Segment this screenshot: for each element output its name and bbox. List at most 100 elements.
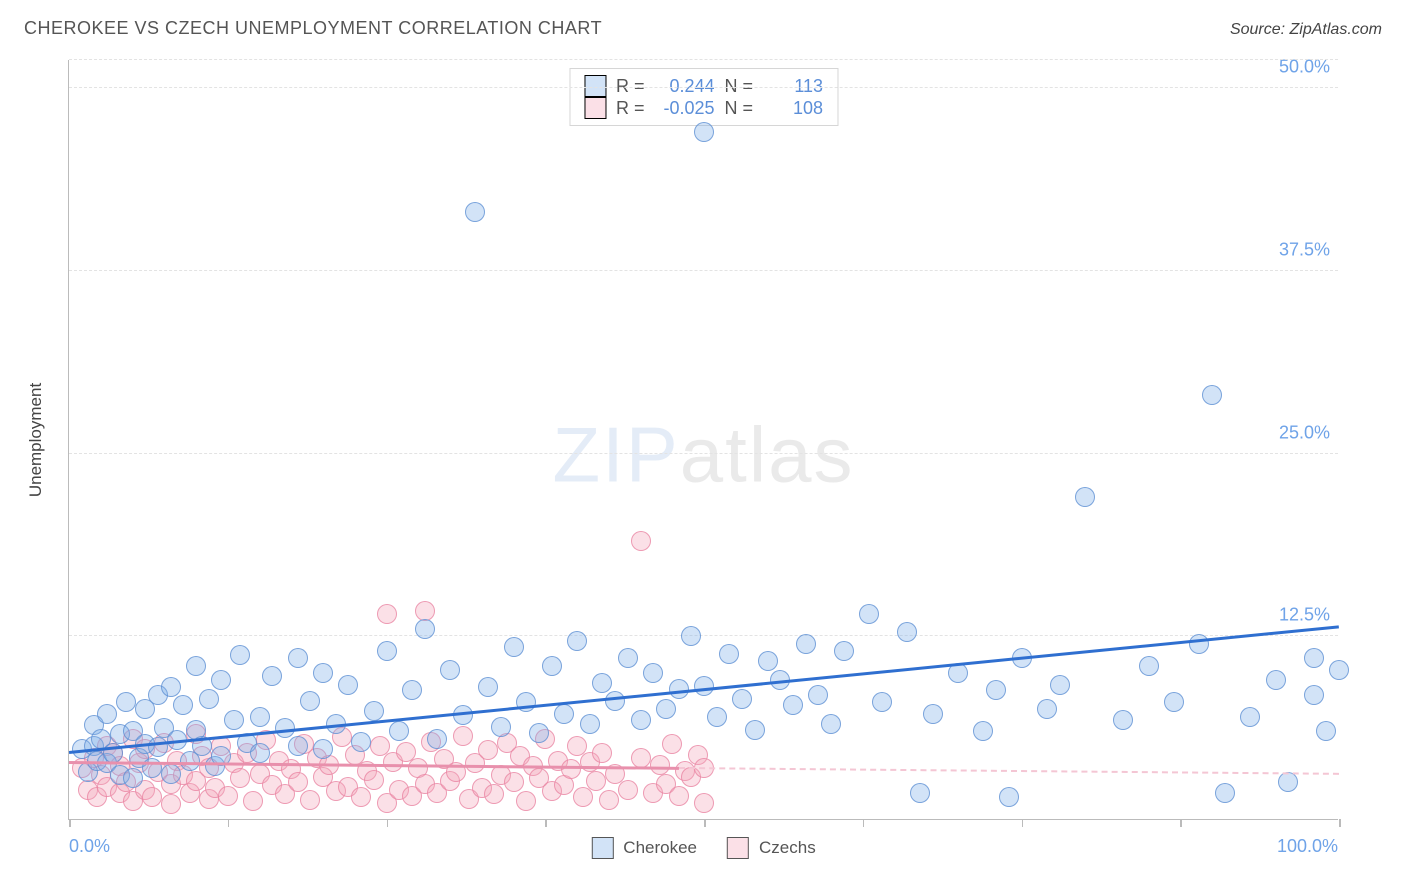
data-point (313, 663, 333, 683)
gridline (69, 270, 1338, 271)
data-point (669, 786, 689, 806)
data-point (694, 122, 714, 142)
chart-title: CHEROKEE VS CZECH UNEMPLOYMENT CORRELATI… (24, 18, 602, 39)
data-point (897, 622, 917, 642)
data-point (1164, 692, 1184, 712)
r-value-b: -0.025 (655, 98, 715, 119)
data-point (364, 770, 384, 790)
data-point (872, 692, 892, 712)
data-point (478, 677, 498, 697)
source-attribution: Source: ZipAtlas.com (1230, 21, 1382, 39)
data-point (834, 641, 854, 661)
data-point (923, 704, 943, 724)
data-point (199, 689, 219, 709)
data-point (631, 710, 651, 730)
data-point (821, 714, 841, 734)
data-point (567, 631, 587, 651)
data-point (389, 721, 409, 741)
x-tick (1180, 819, 1182, 827)
data-point (288, 772, 308, 792)
data-point (161, 764, 181, 784)
data-point (542, 656, 562, 676)
data-point (1240, 707, 1260, 727)
data-point (745, 720, 765, 740)
n-label-b: N = (725, 98, 754, 119)
x-label-right: 100.0% (1277, 836, 1338, 857)
series-legend: Cherokee Czechs (591, 837, 815, 859)
data-point (573, 787, 593, 807)
data-point (148, 737, 168, 757)
data-point (561, 759, 581, 779)
data-point (427, 729, 447, 749)
data-point (1037, 699, 1057, 719)
data-point (1189, 634, 1209, 654)
legend-item-a: Cherokee (591, 837, 697, 859)
data-point (910, 783, 930, 803)
legend-row-b: R = -0.025 N = 108 (584, 97, 823, 119)
legend-swatch-b-icon (727, 837, 749, 859)
legend-swatch-a-icon (591, 837, 613, 859)
data-point (758, 651, 778, 671)
legend-label-b: Czechs (759, 838, 816, 858)
data-point (580, 714, 600, 734)
data-point (554, 704, 574, 724)
data-point (123, 768, 143, 788)
x-tick (545, 819, 547, 827)
x-tick (228, 819, 230, 827)
data-point (643, 663, 663, 683)
data-point (440, 660, 460, 680)
data-point (592, 673, 612, 693)
data-point (796, 634, 816, 654)
data-point (224, 710, 244, 730)
data-point (504, 637, 524, 657)
data-point (161, 677, 181, 697)
data-point (313, 739, 333, 759)
data-point (618, 780, 638, 800)
data-point (973, 721, 993, 741)
legend-label-a: Cherokee (623, 838, 697, 858)
swatch-a-icon (584, 75, 606, 97)
x-tick (863, 819, 865, 827)
data-point (1113, 710, 1133, 730)
data-point (605, 691, 625, 711)
swatch-b-icon (584, 97, 606, 119)
data-point (1266, 670, 1286, 690)
data-point (300, 790, 320, 810)
data-point (719, 644, 739, 664)
y-tick-label: 12.5% (1279, 605, 1330, 626)
data-point (300, 691, 320, 711)
n-label-a: N = (725, 76, 754, 97)
data-point (491, 717, 511, 737)
data-point (97, 704, 117, 724)
data-point (262, 666, 282, 686)
scatter-plot-area: ZIPatlas R = 0.244 N = 113 R = -0.025 N … (68, 60, 1338, 820)
n-value-b: 108 (763, 98, 823, 119)
data-point (586, 771, 606, 791)
data-point (1202, 385, 1222, 405)
data-point (415, 619, 435, 639)
data-point (218, 786, 238, 806)
data-point (351, 732, 371, 752)
data-point (529, 723, 549, 743)
data-point (783, 695, 803, 715)
data-point (1304, 648, 1324, 668)
x-tick (1022, 819, 1024, 827)
legend-item-b: Czechs (727, 837, 816, 859)
y-tick-label: 37.5% (1279, 239, 1330, 260)
x-tick (387, 819, 389, 827)
n-value-a: 113 (763, 76, 823, 97)
data-point (173, 695, 193, 715)
x-tick (69, 819, 71, 827)
data-point (351, 787, 371, 807)
data-point (1329, 660, 1349, 680)
data-point (142, 787, 162, 807)
trend-line (679, 767, 1339, 775)
data-point (1278, 772, 1298, 792)
data-point (516, 692, 536, 712)
data-point (243, 791, 263, 811)
trend-line (69, 625, 1339, 753)
data-point (1050, 675, 1070, 695)
data-point (808, 685, 828, 705)
data-point (986, 680, 1006, 700)
data-point (1304, 685, 1324, 705)
